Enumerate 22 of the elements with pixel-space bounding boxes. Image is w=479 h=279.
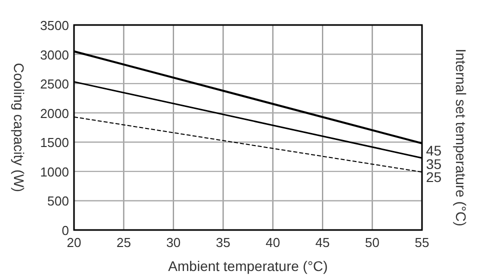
x-tick-label: 30 xyxy=(166,235,181,250)
series-label: 45 xyxy=(426,142,442,158)
y-tick-label: 500 xyxy=(47,194,69,209)
x-tick-label: 35 xyxy=(216,235,230,250)
y-tick-label: 2000 xyxy=(40,106,69,121)
y-axis-title: Cooling capacity (W) xyxy=(11,62,27,192)
x-tick-label: 25 xyxy=(116,235,131,250)
legend-title: Internal set temperature (°C) xyxy=(453,48,469,226)
series-label: 25 xyxy=(426,169,442,186)
y-tick-label: 0 xyxy=(62,223,69,238)
x-axis-title: Ambient temperature (°C) xyxy=(168,258,328,274)
x-tick-label: 20 xyxy=(66,235,82,250)
x-tick-label: 40 xyxy=(266,235,280,250)
x-tick-label: 50 xyxy=(365,235,380,250)
series-label: 35 xyxy=(426,156,442,172)
y-tick-label: 1500 xyxy=(40,135,69,150)
x-tick-label: 55 xyxy=(414,235,430,250)
y-tick-label: 3000 xyxy=(40,47,69,62)
x-tick-label: 45 xyxy=(315,235,330,250)
y-tick-label: 3500 xyxy=(40,18,69,33)
y-tick-label: 1000 xyxy=(40,164,69,180)
y-tick-label: 2500 xyxy=(40,76,69,92)
